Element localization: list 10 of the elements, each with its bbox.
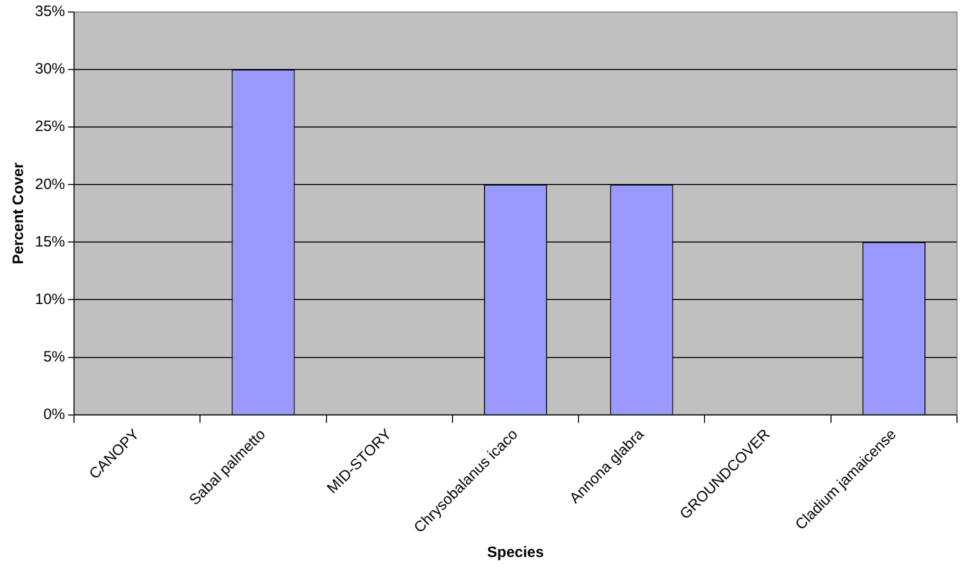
y-tick-label: 15%	[34, 233, 66, 250]
y-tick-label: 5%	[43, 348, 66, 366]
y-tick-label: 0%	[43, 406, 66, 423]
y-tick-label: 35%	[34, 3, 66, 20]
y-axis-title: Percent Cover	[10, 162, 28, 264]
x-axis-title: Species	[487, 544, 544, 562]
y-tick-label: 25%	[34, 118, 66, 136]
y-tick-label: 10%	[34, 290, 66, 308]
y-tick-label: 30%	[34, 60, 66, 78]
y-tick-label: 20%	[34, 176, 66, 193]
